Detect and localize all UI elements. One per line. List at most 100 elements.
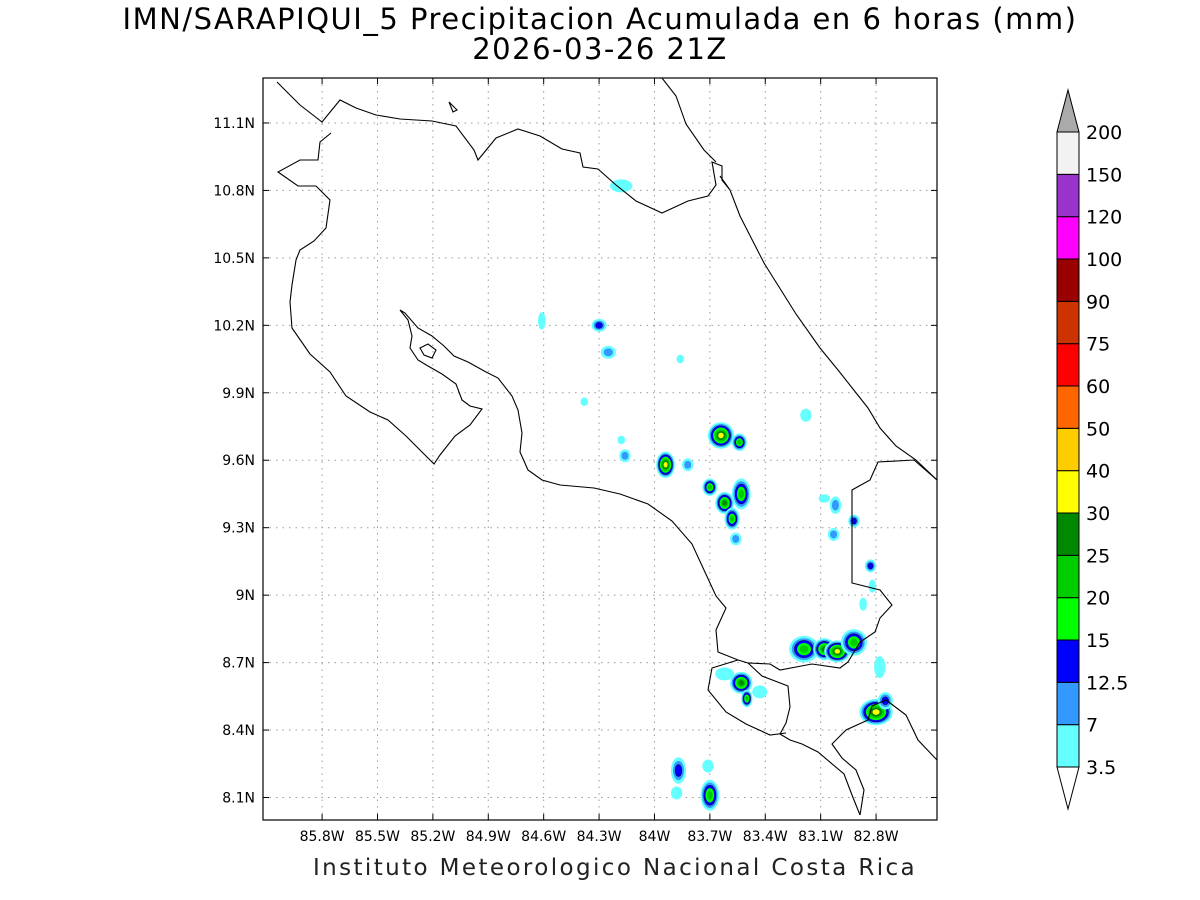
lon-tick-label: 83.4W bbox=[743, 829, 788, 845]
precip-contour-7 bbox=[831, 499, 839, 511]
nicoya-and-pacific-coast bbox=[263, 79, 749, 664]
colorbar: 3.5 7 12.5 15 20 25 30 40 50 60 75 90 100 120 150 200 bbox=[1056, 88, 1128, 811]
map-title: IMN/SARAPIQUI_5 Precipitacion Acumulada … bbox=[122, 2, 1078, 36]
lat-tick-label: 11.1N bbox=[213, 116, 255, 132]
precip-contour-3.5 bbox=[702, 759, 714, 773]
precip-contour-20 bbox=[707, 790, 713, 800]
colorbar-label: 75 bbox=[1086, 334, 1110, 356]
precip-contour-20 bbox=[737, 439, 742, 445]
precip-cell bbox=[676, 354, 685, 364]
colorbar-swatch-20 bbox=[1056, 554, 1080, 599]
precip-contour-25 bbox=[722, 500, 727, 506]
precip-contour-7 bbox=[830, 530, 838, 539]
colorbar-swatch-75 bbox=[1056, 300, 1080, 345]
precip-cell bbox=[874, 656, 886, 679]
precip-contour-25 bbox=[738, 680, 744, 686]
precip-cell bbox=[789, 635, 819, 663]
lat-tick-label: 8.7N bbox=[222, 656, 255, 672]
precip-contour-3.5 bbox=[752, 685, 768, 699]
precip-contour-20 bbox=[729, 515, 735, 522]
colorbar-swatch-90 bbox=[1056, 258, 1080, 302]
precip-contour-20 bbox=[745, 696, 749, 702]
colorbar-label: 30 bbox=[1086, 503, 1110, 525]
lat-tick-label: 10.2N bbox=[213, 318, 255, 334]
lon-tick-label: 84.3W bbox=[577, 829, 622, 845]
precip-cell bbox=[800, 408, 812, 422]
precip-cell bbox=[731, 433, 747, 451]
map-frame bbox=[262, 77, 938, 821]
gulf-of-nicoya-island bbox=[448, 101, 458, 113]
colorbar-label: 7 bbox=[1086, 715, 1098, 737]
colorbar-label: 100 bbox=[1086, 249, 1122, 271]
precip-cell bbox=[670, 757, 687, 784]
precip-contour-3.5 bbox=[868, 579, 877, 593]
precip-contour-3.5 bbox=[537, 312, 546, 330]
colorbar-swatch-30 bbox=[1056, 470, 1080, 514]
colorbar-label: 25 bbox=[1086, 545, 1110, 567]
precip-cell bbox=[752, 685, 768, 699]
precip-contour-30 bbox=[872, 709, 880, 715]
lon-tick-label: 85.2W bbox=[410, 829, 455, 845]
colorbar-label: 12.5 bbox=[1086, 672, 1128, 694]
colorbar-label: 3.5 bbox=[1086, 757, 1116, 779]
precip-contour-3.5 bbox=[874, 656, 886, 679]
lon-tick-label: 82.8W bbox=[854, 829, 899, 845]
precip-cell bbox=[724, 507, 740, 530]
lon-tick-label: 83.1W bbox=[798, 829, 843, 845]
colorbar-min-arrow bbox=[1056, 766, 1080, 811]
precip-cell bbox=[730, 671, 753, 694]
precip-cell bbox=[731, 478, 751, 510]
graticule bbox=[263, 78, 937, 820]
precip-cell bbox=[702, 478, 718, 496]
map-background bbox=[263, 78, 937, 820]
precip-cell bbox=[580, 397, 589, 407]
precip-contour-20 bbox=[850, 638, 858, 647]
precip-cell bbox=[617, 435, 626, 445]
lon-tick-label: 85.5W bbox=[355, 829, 400, 845]
colorbar-swatch-25 bbox=[1056, 512, 1080, 556]
precip-contour-3.5 bbox=[818, 494, 831, 503]
precip-contour-20 bbox=[738, 489, 744, 499]
lon-tick-label: 84.6W bbox=[521, 829, 566, 845]
map-subtitle: 2026-03-26 21Z bbox=[472, 32, 728, 66]
precip-cell bbox=[591, 318, 607, 332]
precip-cell bbox=[848, 514, 860, 528]
lat-tick-label: 10.8N bbox=[213, 183, 255, 199]
precip-cell bbox=[864, 559, 877, 573]
precip-cell bbox=[670, 786, 683, 800]
footer-credit: Instituto Meteorologico Nacional Costa R… bbox=[312, 855, 918, 881]
lat-tick-label: 8.4N bbox=[222, 723, 255, 739]
colorbar-max-arrow bbox=[1056, 88, 1080, 133]
precip-contour-30 bbox=[718, 432, 724, 439]
precip-contour-3.5 bbox=[676, 354, 685, 364]
precip-contour-30 bbox=[834, 649, 841, 654]
precip-contour-3.5 bbox=[617, 435, 626, 445]
precip-contour-7 bbox=[603, 348, 613, 357]
osa-peninsula bbox=[707, 659, 787, 736]
lon-tick-label: 84.9W bbox=[466, 829, 511, 845]
nicaragua-interior-border bbox=[661, 78, 717, 163]
precip-contour-20 bbox=[707, 484, 713, 490]
panama-border-and-coast bbox=[746, 459, 937, 816]
precip-cell bbox=[702, 759, 714, 773]
precip-cell bbox=[818, 494, 831, 503]
nicaragua-border-and-coast bbox=[276, 81, 731, 214]
precip-contour-7 bbox=[684, 460, 692, 469]
precip-cell bbox=[829, 496, 842, 514]
precip-contour-12.5 bbox=[851, 517, 857, 525]
colorbar-label: 20 bbox=[1086, 588, 1110, 610]
lon-tick-label: 83.7W bbox=[687, 829, 732, 845]
precip-contour-3.5 bbox=[610, 179, 633, 193]
colorbar-label: 150 bbox=[1086, 164, 1122, 186]
precip-cell bbox=[715, 667, 735, 681]
precip-cell bbox=[656, 451, 675, 478]
precip-cell bbox=[868, 579, 877, 593]
colorbar-swatch-40 bbox=[1056, 427, 1080, 472]
precip-contour-12.5 bbox=[867, 562, 874, 570]
lat-tick-label: 10.5N bbox=[213, 251, 255, 267]
precip-contour-3.5 bbox=[670, 786, 683, 800]
coastline-boundaries bbox=[263, 78, 937, 816]
precip-contour-3.5 bbox=[715, 667, 735, 681]
lon-tick-label: 84W bbox=[639, 829, 671, 845]
precip-contour-30 bbox=[663, 461, 668, 468]
